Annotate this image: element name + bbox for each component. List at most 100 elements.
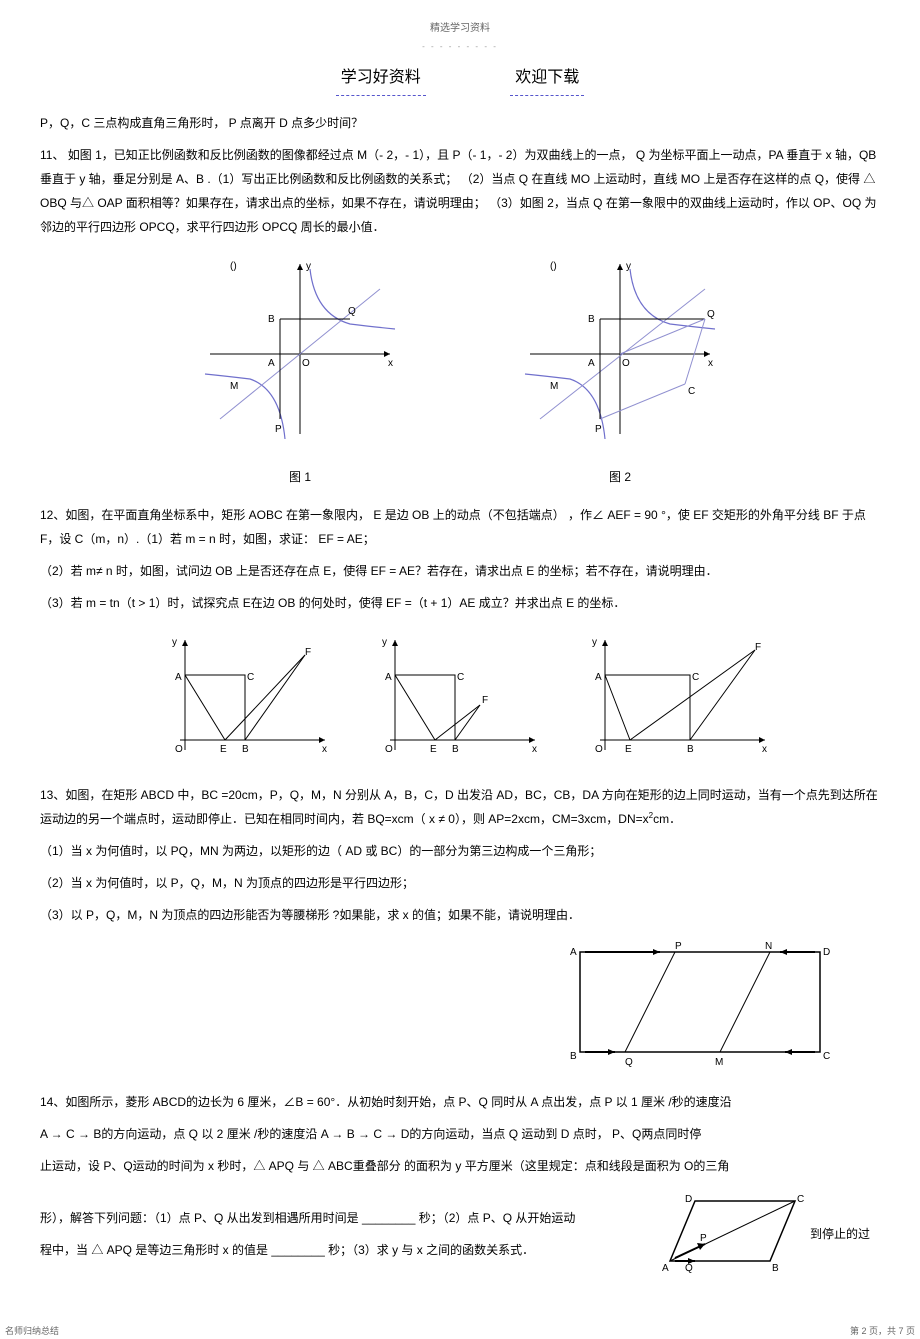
- svg-text:P: P: [675, 941, 682, 952]
- svg-text:y: y: [172, 637, 177, 648]
- footer-left: 名师归纳总结: [5, 1323, 59, 1339]
- svg-text:A: A: [570, 947, 577, 958]
- fig1-caption: 图 1: [190, 467, 410, 489]
- fig2-caption: 图 2: [510, 467, 730, 489]
- title-right: 欢迎下载: [510, 64, 584, 96]
- svg-text:y: y: [592, 637, 597, 648]
- svg-text:F: F: [305, 647, 311, 658]
- svg-text:Q: Q: [685, 1263, 693, 1274]
- figure-14-svg: A B C D Q P: [650, 1186, 810, 1276]
- problem-10-cont: P，Q，C 三点构成直角三角形时， P 点离开 D 点多少时间？: [40, 111, 880, 135]
- figure-14: A B C D Q P: [650, 1186, 810, 1284]
- problem-14-row: 形），解答下列问题：（1）点 P、Q 从出发到相遇所用时间是 ________ …: [40, 1186, 880, 1284]
- svg-text:O: O: [595, 744, 603, 755]
- paren-icon: (): [230, 261, 237, 272]
- figure-2: () x y O B Q A M P: [510, 254, 730, 488]
- problem-12-p1: 12、如图，在平面直角坐标系中，矩形 AOBC 在第一象限内， E 是边 OB …: [40, 503, 880, 551]
- figure-1: () x y O B Q A M P 图 1: [190, 254, 410, 488]
- svg-text:C: C: [688, 386, 695, 397]
- svg-text:C: C: [247, 672, 254, 683]
- svg-text:E: E: [220, 744, 227, 755]
- figure-1-svg: () x y O B Q A M P: [190, 254, 410, 454]
- svg-text:Q: Q: [707, 309, 715, 320]
- svg-text:B: B: [452, 744, 459, 755]
- svg-text:O: O: [622, 358, 630, 369]
- problem-14-p5: 程中，当 △ APQ 是等边三角形时 x 的值是 ________ 秒；（3）求…: [40, 1238, 640, 1262]
- figure-12a: x y O A C B E F: [150, 630, 330, 768]
- footer: 名师归纳总结 第 2 页，共 7 页: [0, 1323, 920, 1339]
- p14-4a: 形），解答下列问题：（1）点 P、Q 从出发到相遇所用时间是 ________ …: [40, 1211, 575, 1225]
- paren-icon: (): [550, 261, 557, 272]
- title-left: 学习好资料: [336, 64, 426, 96]
- svg-text:M: M: [230, 381, 238, 392]
- problem-12-p3: （3）若 m = tn（t > 1）时，试探究点 E在边 OB 的何处时，使得 …: [40, 591, 880, 615]
- footer-right: 第 2 页，共 7 页: [850, 1323, 915, 1339]
- figure-12b: x y O A C B E F: [360, 630, 540, 768]
- svg-text:E: E: [625, 744, 632, 755]
- svg-text:B: B: [772, 1263, 779, 1274]
- problem-14-p1: 14、如图所示，菱形 ABCD的边长为 6 厘米，∠B = 60°．从初始时刻开…: [40, 1090, 880, 1114]
- title-row: 学习好资料 欢迎下载: [40, 64, 880, 96]
- svg-text:B: B: [588, 314, 595, 325]
- svg-text:F: F: [482, 695, 488, 706]
- svg-text:N: N: [765, 941, 772, 952]
- problem-13-p4: （3）以 P，Q，M，N 为顶点的四边形能否为等腰梯形 ?如果能，求 x 的值；…: [40, 903, 880, 927]
- svg-text:O: O: [175, 744, 183, 755]
- svg-text:A: A: [175, 672, 182, 683]
- figure-12b-svg: x y O A C B E F: [360, 630, 540, 760]
- top-header: 精选学习资料: [40, 20, 880, 38]
- svg-text:M: M: [550, 381, 558, 392]
- svg-text:Q: Q: [625, 1057, 633, 1067]
- figure-12a-svg: x y O A C B E F: [150, 630, 330, 760]
- svg-text:C: C: [797, 1194, 804, 1205]
- figure-13-svg: A D B C P N Q M: [560, 937, 840, 1067]
- problem-13-p2: （1）当 x 为何值时，以 PQ，MN 为两边，以矩形的边（ AD 或 BC）的…: [40, 839, 880, 863]
- top-dots: - - - - - - - - -: [40, 40, 880, 54]
- problem-14-p4: 形），解答下列问题：（1）点 P、Q 从出发到相遇所用时间是 ________ …: [40, 1206, 640, 1230]
- svg-text:x: x: [708, 358, 713, 369]
- problem-11: 11、 如图 1，已知正比例函数和反比例函数的图像都经过点 M（- 2，- 1）…: [40, 143, 880, 239]
- svg-text:O: O: [385, 744, 393, 755]
- p14-4b: 到停止的过: [810, 1224, 880, 1246]
- svg-text:A: A: [588, 358, 595, 369]
- svg-text:x: x: [532, 744, 537, 755]
- svg-text:B: B: [570, 1051, 577, 1062]
- svg-text:P: P: [700, 1233, 707, 1244]
- p13-t1: 13、如图，在矩形 ABCD 中，BC =20cm，P，Q，M，N 分别从 A，…: [40, 788, 878, 826]
- figure-2-svg: () x y O B Q A M P: [510, 254, 730, 454]
- svg-text:O: O: [302, 358, 310, 369]
- figure-12c: x y O A C B E F: [570, 630, 770, 768]
- problem-12-p2: （2）若 m≠ n 时，如图，试问边 OB 上是否还存在点 E，使得 EF = …: [40, 559, 880, 583]
- svg-text:M: M: [715, 1057, 723, 1067]
- svg-text:C: C: [457, 672, 464, 683]
- p13-t1e: cm．: [653, 812, 681, 826]
- svg-text:x: x: [388, 358, 393, 369]
- svg-text:D: D: [685, 1194, 692, 1205]
- svg-text:P: P: [595, 424, 602, 435]
- svg-text:Q: Q: [348, 306, 356, 317]
- problem-13-p1: 13、如图，在矩形 ABCD 中，BC =20cm，P，Q，M，N 分别从 A，…: [40, 783, 880, 831]
- svg-text:y: y: [382, 637, 387, 648]
- figures-row-1: () x y O B Q A M P 图 1: [40, 254, 880, 488]
- svg-text:B: B: [268, 314, 275, 325]
- svg-text:A: A: [595, 672, 602, 683]
- svg-text:B: B: [687, 744, 694, 755]
- svg-text:P: P: [275, 424, 282, 435]
- svg-text:x: x: [322, 744, 327, 755]
- svg-text:F: F: [755, 642, 761, 653]
- svg-text:B: B: [242, 744, 249, 755]
- svg-text:C: C: [692, 672, 699, 683]
- svg-text:C: C: [823, 1051, 830, 1062]
- svg-text:A: A: [385, 672, 392, 683]
- figures-row-2: x y O A C B E F x y O: [40, 630, 880, 768]
- svg-text:A: A: [268, 358, 275, 369]
- problem-13-p3: （2）当 x 为何值时，以 P，Q，M，N 为顶点的四边形是平行四边形；: [40, 871, 880, 895]
- figure-12c-svg: x y O A C B E F: [570, 630, 770, 760]
- svg-text:D: D: [823, 947, 830, 958]
- problem-14-p2: A → C → B的方向运动，点 Q 以 2 厘米 /秒的速度沿 A → B →…: [40, 1122, 880, 1146]
- svg-text:A: A: [662, 1263, 669, 1274]
- svg-text:E: E: [430, 744, 437, 755]
- problem-14-p3: 止运动，设 P、Q运动的时间为 x 秒时，△ APQ 与 △ ABC重叠部分 的…: [40, 1154, 880, 1178]
- figure-13: A D B C P N Q M: [40, 937, 840, 1075]
- svg-text:x: x: [762, 744, 767, 755]
